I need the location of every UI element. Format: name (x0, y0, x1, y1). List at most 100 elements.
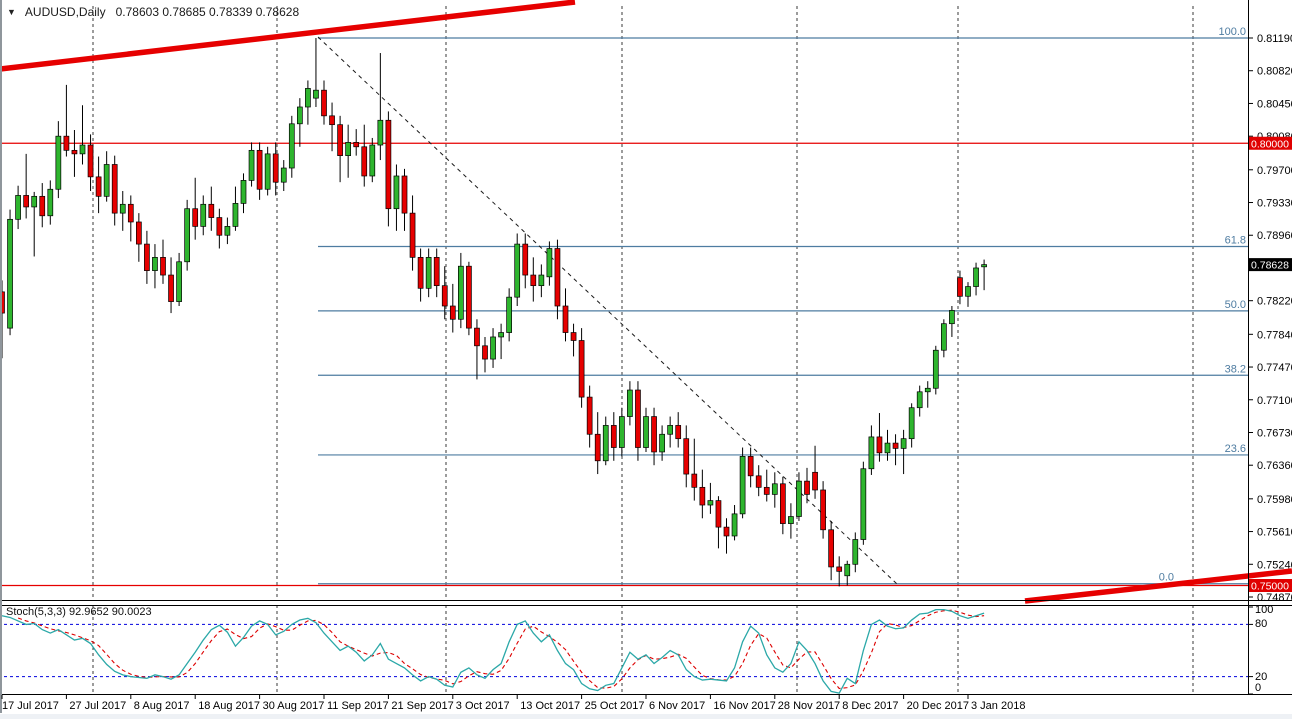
candle-body (425, 257, 432, 289)
candle-body (272, 153, 279, 183)
candle-body (127, 203, 134, 223)
candle-body (691, 473, 698, 488)
candle-body (635, 389, 641, 448)
candle-body (490, 336, 496, 360)
candle-body (981, 264, 987, 268)
red-trendline[interactable] (0, 0, 576, 72)
red-trendline[interactable] (1024, 568, 1292, 604)
window-bottom-strip (0, 714, 1292, 719)
candle-body (747, 456, 754, 477)
candle-body (788, 516, 794, 524)
candle-body (441, 285, 448, 307)
candle-body (224, 226, 231, 236)
candle-body (506, 296, 512, 333)
date-tick-label: 20 Dec 2017 (907, 700, 969, 712)
candle-body (973, 267, 979, 287)
date-tick-label: 11 Sep 2017 (327, 700, 389, 712)
candle-body (602, 425, 609, 462)
candle-body (876, 436, 883, 454)
candle-body (683, 438, 690, 475)
candle-body (932, 349, 939, 389)
candle-body (828, 529, 835, 568)
date-tick-label: 8 Aug 2017 (134, 700, 190, 712)
candle-body (297, 106, 303, 125)
candle-body (361, 146, 368, 177)
candle-body (63, 135, 70, 151)
date-tick-label: 6 Nov 2017 (649, 700, 705, 712)
candle-body (771, 483, 778, 495)
candle-body (313, 89, 319, 99)
fibonacci-level-label: 0.0 (1159, 572, 1174, 584)
candle-body (594, 433, 601, 462)
date-tick-label: 28 Nov 2017 (778, 700, 840, 712)
candle-body (458, 265, 464, 320)
stoch-scale-label: 0 (1255, 682, 1261, 694)
candle-body (965, 286, 971, 297)
candle-body (554, 248, 561, 307)
candle-body (514, 243, 521, 298)
candle-body (449, 305, 456, 320)
candle-body (329, 115, 335, 126)
candle-body (739, 456, 746, 515)
candle-body (103, 164, 110, 197)
candle-body (860, 468, 867, 540)
candle-body (812, 471, 818, 491)
candle-body (466, 265, 472, 329)
fibonacci-level-label: 50.0 (1225, 299, 1246, 311)
candle-body (23, 195, 29, 208)
candle-body (71, 149, 78, 155)
candle-body (409, 212, 416, 258)
candle-body (820, 489, 826, 531)
candle-body (15, 195, 21, 220)
date-tick-label: 16 Nov 2017 (713, 700, 775, 712)
candle-body (232, 203, 239, 227)
candle-body (892, 442, 899, 449)
date-tick-label: 18 Aug 2017 (198, 700, 260, 712)
candle-body (95, 176, 102, 197)
candle-body (940, 323, 947, 351)
fibonacci-level-label: 100.0 (1218, 26, 1246, 38)
candle-body (723, 526, 730, 537)
candle-body (610, 425, 617, 448)
candle-body (659, 433, 665, 453)
chart-menu-arrow-icon[interactable]: ▼ (7, 7, 16, 17)
candle-body (643, 416, 649, 448)
candle-body (39, 195, 46, 217)
candle-body (538, 274, 545, 287)
candle-body (280, 167, 287, 183)
candle-body (852, 539, 859, 565)
stoch-signal-line[interactable] (17, 609, 985, 690)
candle-body (755, 475, 762, 488)
price-level-badge (1249, 136, 1292, 150)
fibonacci-level-label: 38.2 (1225, 363, 1246, 375)
candle-body (651, 416, 657, 453)
candle-body (900, 438, 907, 449)
candle-body (87, 144, 94, 178)
candle-body (176, 261, 182, 302)
candle-body (160, 257, 166, 276)
candle-body (47, 188, 54, 217)
candle-body (578, 340, 585, 398)
date-tick-label: 13 Oct 2017 (520, 700, 580, 712)
candle-body (305, 88, 311, 108)
candle-body (321, 89, 327, 117)
date-tick-label: 17 Jul 2017 (2, 700, 59, 712)
candle-body (562, 305, 569, 333)
candle-body (957, 277, 963, 297)
stoch-main-line[interactable] (1, 608, 985, 694)
candle-body (522, 243, 529, 276)
candle-body (256, 149, 263, 190)
stoch-scale-label: 20 (1255, 671, 1267, 683)
candle-body (240, 180, 247, 204)
candle-body (111, 164, 118, 214)
